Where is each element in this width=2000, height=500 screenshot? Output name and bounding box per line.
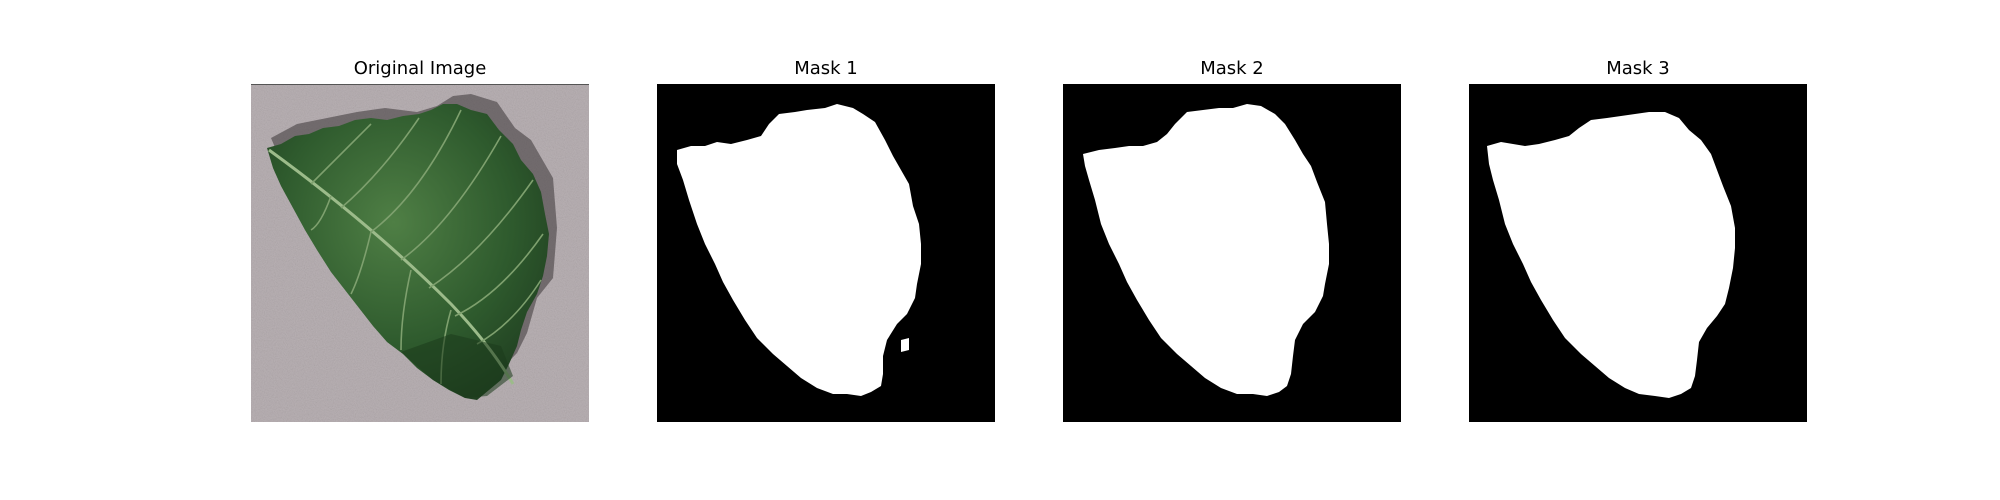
mask-1-leaf-region [677,104,921,396]
panel-mask-1: Mask 1 [657,0,995,500]
panel-title-mask-3: Mask 3 [1606,58,1670,79]
mask-2-leaf-region [1083,104,1329,396]
panel-title-mask-2: Mask 2 [1200,58,1264,79]
mask-1-hole [903,376,913,388]
leaf-body [267,104,549,400]
panel-title-mask-1: Mask 1 [794,58,858,79]
leaf-veins [310,109,544,385]
mask-1-image [657,84,995,422]
panel-mask-3: Mask 3 [1469,0,1807,500]
mask-1-fragment [901,338,909,352]
panel-mask-2: Mask 2 [1063,0,1401,500]
mask-2-image [1063,84,1401,422]
mask-3-leaf-region [1487,112,1735,398]
panel-title-original: Original Image [353,58,487,79]
panel-original-image: Original Image [251,0,589,500]
leaf-lower-patch [401,334,513,398]
original-leaf-photo [251,84,589,422]
mask-3-image [1469,84,1807,422]
